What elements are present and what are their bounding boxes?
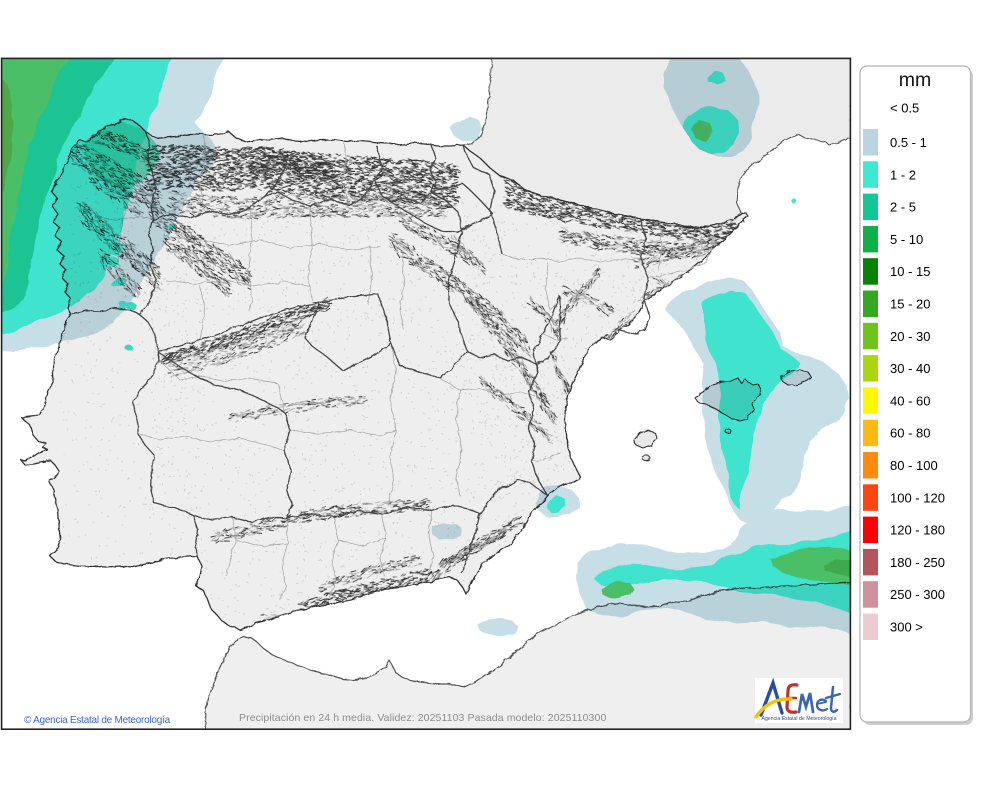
svg-text:100 - 120: 100 - 120 <box>890 490 945 505</box>
svg-text:30 - 40: 30 - 40 <box>890 361 930 376</box>
svg-text:2 - 5: 2 - 5 <box>890 200 916 215</box>
svg-text:60 - 80: 60 - 80 <box>890 426 930 441</box>
svg-text:0.5 - 1: 0.5 - 1 <box>890 135 927 150</box>
svg-text:20 - 30: 20 - 30 <box>890 329 930 344</box>
svg-text:1 - 2: 1 - 2 <box>890 167 916 182</box>
svg-text:40 - 60: 40 - 60 <box>890 393 930 408</box>
svg-text:5 - 10: 5 - 10 <box>890 232 923 247</box>
svg-text:10 - 15: 10 - 15 <box>890 264 930 279</box>
svg-text:15 - 20: 15 - 20 <box>890 297 930 312</box>
svg-text:< 0.5: < 0.5 <box>890 101 919 116</box>
svg-text:Precipitación en 24 h media. V: Precipitación en 24 h media. Validez: 20… <box>239 712 606 724</box>
svg-text:Agencia Estatal de Meteorologí: Agencia Estatal de Meteorología <box>762 716 837 722</box>
svg-text:300 >: 300 > <box>890 620 923 635</box>
svg-text:mm: mm <box>899 69 932 91</box>
svg-text:180 - 250: 180 - 250 <box>890 555 945 570</box>
svg-text:© Agencia Estatal de Meteorolo: © Agencia Estatal de Meteorología <box>24 715 171 726</box>
svg-text:250 - 300: 250 - 300 <box>890 587 945 602</box>
svg-text:120 - 180: 120 - 180 <box>890 523 945 538</box>
svg-text:80 - 100: 80 - 100 <box>890 458 938 473</box>
